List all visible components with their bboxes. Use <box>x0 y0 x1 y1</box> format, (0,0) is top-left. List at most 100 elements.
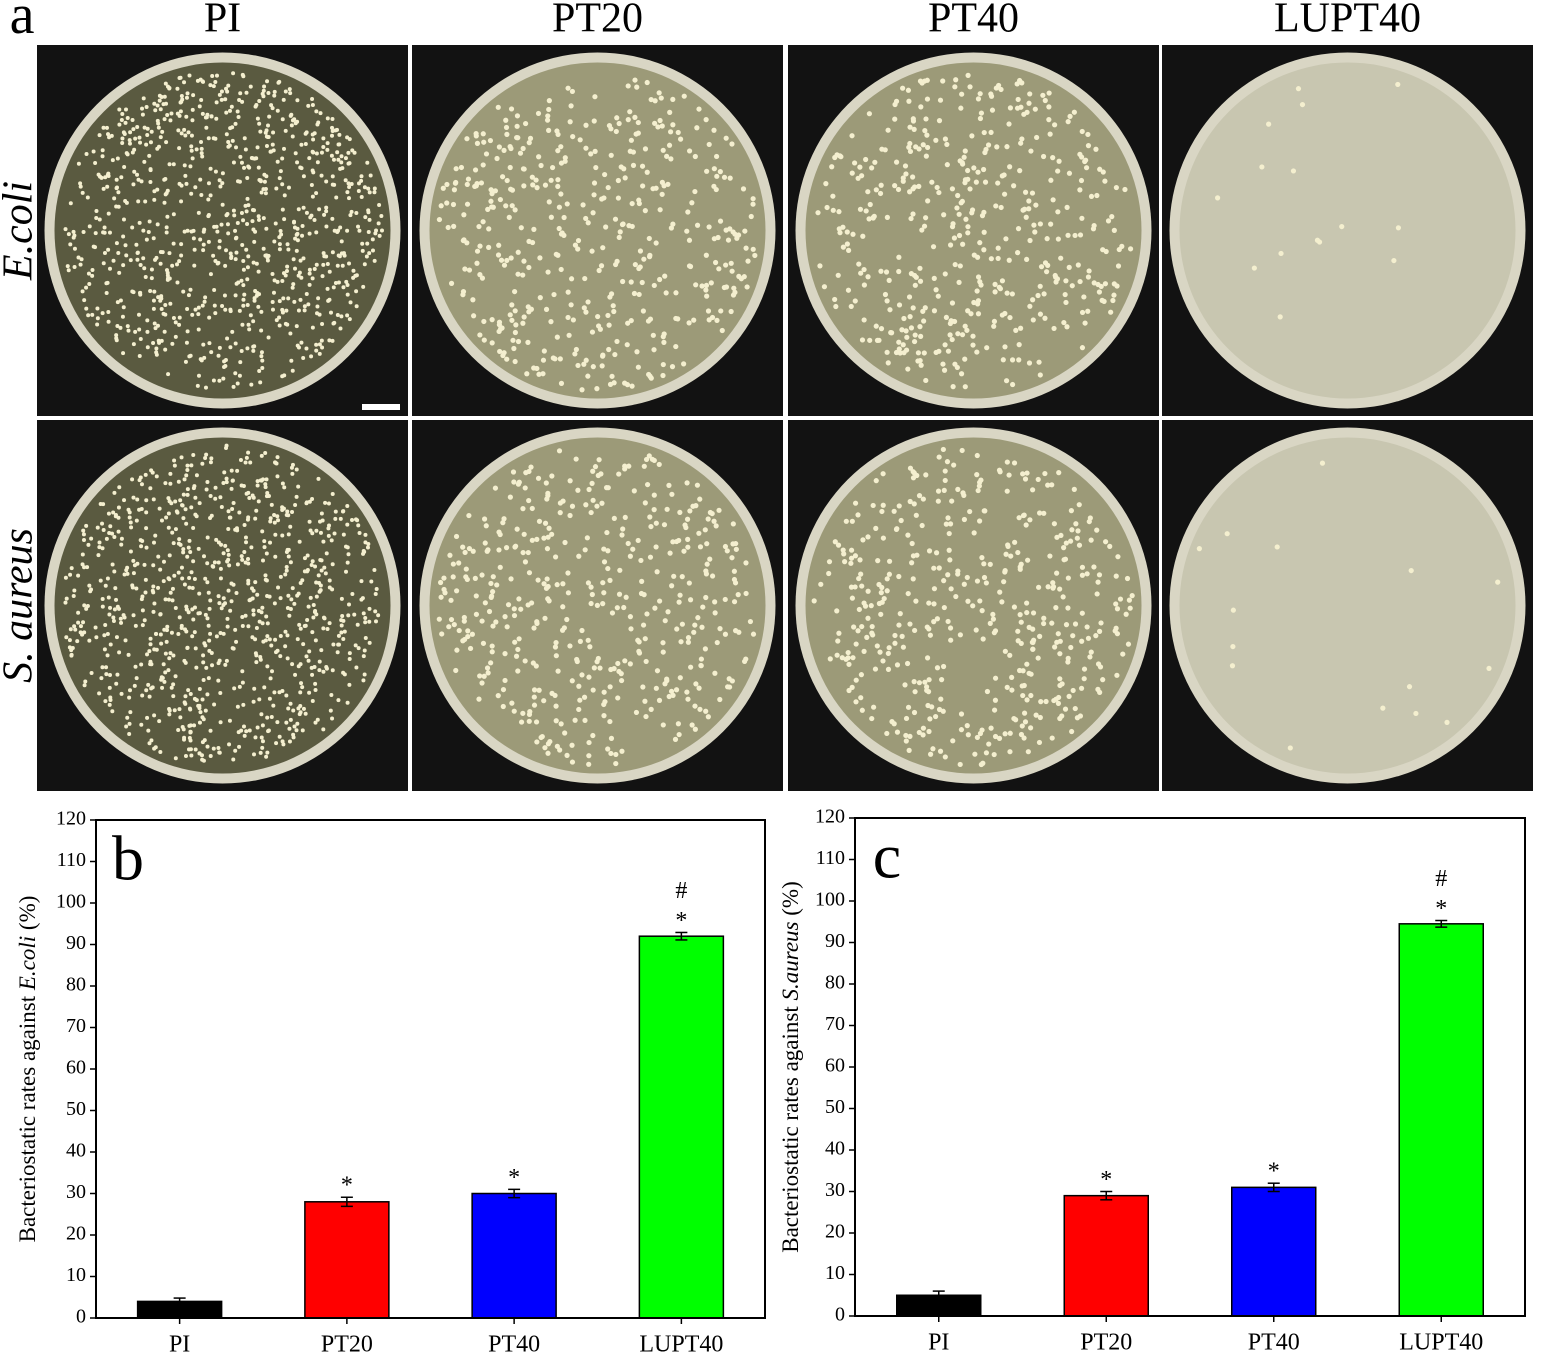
colony <box>995 245 1001 251</box>
colony <box>139 662 144 667</box>
colony <box>250 219 255 224</box>
colony <box>202 554 207 559</box>
colony <box>144 142 149 147</box>
colony <box>230 506 235 511</box>
colony <box>716 507 722 513</box>
colony <box>815 210 821 216</box>
colony <box>180 576 185 581</box>
colony <box>290 509 295 514</box>
colony <box>698 656 704 662</box>
colony <box>473 133 479 139</box>
colony <box>257 121 262 126</box>
colony <box>944 162 950 168</box>
colony <box>239 211 244 216</box>
colony <box>967 84 973 90</box>
colony <box>745 258 751 264</box>
colony <box>740 186 747 192</box>
colony <box>869 623 875 630</box>
colony <box>956 211 962 217</box>
colony <box>286 185 291 190</box>
colony <box>709 314 716 321</box>
colony <box>836 209 842 215</box>
colony <box>447 552 453 558</box>
colony <box>181 492 186 497</box>
colony <box>194 147 199 152</box>
colony <box>640 183 646 189</box>
colony <box>915 350 922 356</box>
colony <box>1094 527 1100 533</box>
colony <box>149 686 154 691</box>
colony <box>687 508 693 514</box>
colony <box>272 513 277 518</box>
colony <box>1057 676 1063 682</box>
colony <box>981 247 987 253</box>
colony <box>969 207 976 213</box>
colony <box>318 519 323 524</box>
colony <box>1024 661 1030 667</box>
colony <box>906 98 912 104</box>
colony <box>192 263 197 268</box>
colony <box>347 196 352 201</box>
colony <box>1016 515 1022 521</box>
colony <box>197 706 202 711</box>
colony <box>191 453 196 458</box>
colony <box>135 172 140 177</box>
colony <box>610 303 616 309</box>
colony <box>1042 315 1048 321</box>
colony <box>665 609 671 615</box>
colony <box>128 710 133 715</box>
colony <box>601 559 608 565</box>
colony <box>258 655 263 660</box>
colony <box>138 336 143 341</box>
colony <box>1037 633 1043 639</box>
colony <box>591 665 597 671</box>
colony <box>81 537 86 542</box>
colony <box>489 317 495 323</box>
colony <box>103 583 108 588</box>
colony <box>185 645 190 650</box>
colony <box>910 174 916 180</box>
colony <box>144 688 149 693</box>
colony <box>981 209 987 215</box>
colony <box>927 716 933 722</box>
colony <box>176 479 181 484</box>
colony <box>675 129 681 136</box>
colony <box>606 346 612 353</box>
colony <box>622 380 628 386</box>
colony <box>470 313 477 319</box>
colony <box>588 509 594 516</box>
colony <box>296 664 301 669</box>
colony <box>833 303 839 310</box>
colony <box>291 708 296 713</box>
colony <box>1116 246 1122 253</box>
colony <box>296 345 301 350</box>
colony <box>290 285 295 290</box>
colony <box>947 557 953 563</box>
colony <box>345 522 350 527</box>
colony <box>685 544 691 550</box>
colony <box>1224 531 1230 537</box>
colony <box>163 597 168 602</box>
colony <box>317 589 322 594</box>
colony <box>738 276 744 282</box>
colony <box>313 720 318 725</box>
colony <box>131 571 136 576</box>
colony <box>516 636 522 642</box>
y-tick-label: 10 <box>66 1264 86 1286</box>
colony <box>1277 314 1283 320</box>
colony <box>544 576 550 582</box>
colony <box>896 339 902 345</box>
colony <box>607 718 613 725</box>
colony <box>171 682 176 687</box>
colony <box>253 580 258 585</box>
colony <box>861 600 867 606</box>
colony <box>660 361 666 368</box>
colony <box>477 673 483 679</box>
colony <box>545 534 551 540</box>
x-tick-label: LUPT40 <box>1399 1330 1483 1356</box>
error-bar <box>1100 1190 1113 1201</box>
colony <box>196 327 201 332</box>
colony <box>164 140 169 145</box>
colony <box>849 133 855 139</box>
colony <box>148 288 153 293</box>
